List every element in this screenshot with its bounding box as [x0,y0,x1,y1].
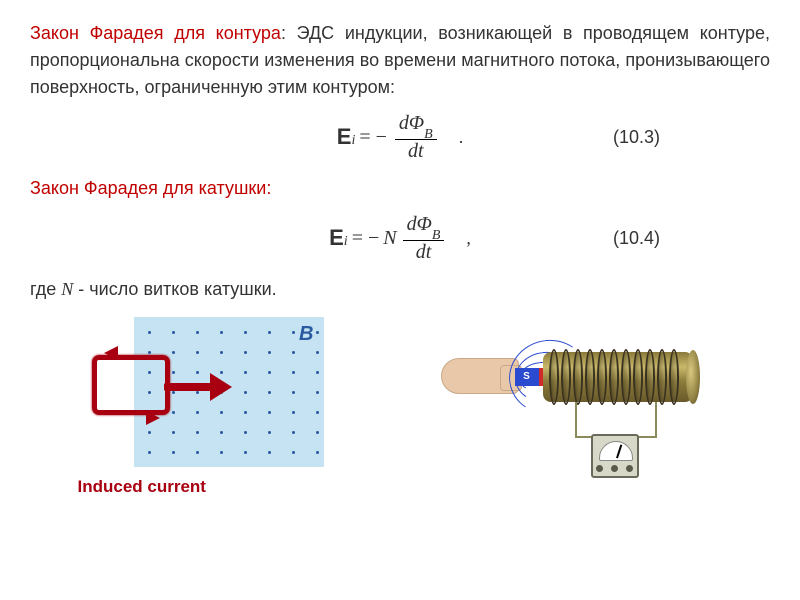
field-dot-icon [268,331,271,334]
field-dot-icon [244,411,247,414]
figure-coil-magnet: S N [423,322,723,492]
field-dot-icon [220,431,223,434]
galvanometer-icon [591,434,639,478]
field-dot-icon [148,331,151,334]
field-dot-icon [292,351,295,354]
field-dot-icon [292,391,295,394]
eq1-number: (10.3) [613,127,660,148]
field-dot-icon [316,451,319,454]
intro-title: Закон Фарадея для контура [30,23,281,43]
eq2-emf-sub: i [344,234,348,250]
hand-icon [441,358,519,394]
field-dot-icon [196,391,199,394]
coil-ring-icon [585,349,595,405]
field-dot-icon [172,431,175,434]
field-dot-icon [244,391,247,394]
eq2-equals: = − [352,227,380,250]
field-dot-icon [292,331,295,334]
field-dot-icon [268,431,271,434]
b-label: B [299,323,313,346]
eq2-fraction: dΦB dt [403,213,445,262]
fig1-caption: Induced current [78,477,206,497]
field-dot-icon [220,411,223,414]
field-dot-icon [244,331,247,334]
eq2-formula: Ei = − N dΦB dt , [329,213,471,262]
field-dot-icon [316,351,319,354]
velocity-arrowhead-icon [210,373,232,401]
field-dot-icon [268,411,271,414]
field-dot-icon [148,351,151,354]
field-dot-icon [196,371,199,374]
field-dot-icon [148,451,151,454]
wire-icon [655,402,657,438]
coil-ring-icon [549,349,559,405]
field-dot-icon [292,411,295,414]
field-dot-icon [196,451,199,454]
field-dot-icon [316,411,319,414]
coil-ring-icon [669,349,679,405]
solenoid-coil [543,352,693,402]
field-dot-icon [196,351,199,354]
where-line: где N - число витков катушки. [30,276,770,303]
field-dot-icon [292,431,295,434]
eq1-fraction: dΦB dt [395,112,437,161]
coil-ring-icon [561,349,571,405]
coil-ring-icon [609,349,619,405]
field-dot-icon [268,391,271,394]
coil-ring-icon [621,349,631,405]
field-dot-icon [244,371,247,374]
eq2-emf-symbol: E [329,225,344,251]
field-dot-icon [220,351,223,354]
loop-arrow-icon [146,411,160,425]
field-dot-icon [220,451,223,454]
loop-arrow-icon [104,346,118,360]
coil-ring-icon [645,349,655,405]
coil-ring-icon [633,349,643,405]
field-dot-icon [244,351,247,354]
coil-heading: Закон Фарадея для катушки: [30,175,770,202]
field-dot-icon [244,431,247,434]
field-dot-icon [196,331,199,334]
field-dot-icon [172,351,175,354]
field-dot-icon [220,331,223,334]
field-dot-icon [196,431,199,434]
loop-rect [92,355,170,415]
coil-end-icon [686,350,700,404]
coil-ring-icon [657,349,667,405]
figure-induced-current: B Induced current [78,317,328,497]
field-dot-icon [172,451,175,454]
field-dot-icon [316,331,319,334]
eq1-emf-sub: i [351,133,355,149]
figures-row: B Induced current S N [30,317,770,497]
field-dot-icon [196,411,199,414]
equation-10-3: Ei = − dΦB dt . (10.3) [30,113,770,161]
field-dot-icon [244,451,247,454]
eq1-emf-symbol: E [337,124,352,150]
eq2-N: N [383,227,396,250]
field-dot-icon [172,331,175,334]
velocity-arrow-icon [164,383,214,391]
field-dot-icon [316,431,319,434]
field-dot-icon [292,371,295,374]
field-dot-icon [268,371,271,374]
field-dot-icon [268,451,271,454]
coil-ring-icon [573,349,583,405]
equation-10-4: Ei = − N dΦB dt , (10.4) [30,214,770,262]
field-dot-icon [316,391,319,394]
field-dot-icon [292,451,295,454]
wire-icon [575,402,577,438]
eq1-formula: Ei = − dΦB dt . [337,112,463,161]
coil-ring-icon [597,349,607,405]
field-dot-icon [268,351,271,354]
current-loop [92,355,182,429]
eq2-punct: , [466,228,471,249]
intro-paragraph: Закон Фарадея для контура: ЭДС индукции,… [30,20,770,101]
eq1-equals: = − [359,126,387,149]
field-dot-icon [316,371,319,374]
field-dot-icon [148,431,151,434]
magnet-s-pole: S [515,368,539,386]
eq2-number: (10.4) [613,228,660,249]
eq1-punct: . [459,127,464,148]
